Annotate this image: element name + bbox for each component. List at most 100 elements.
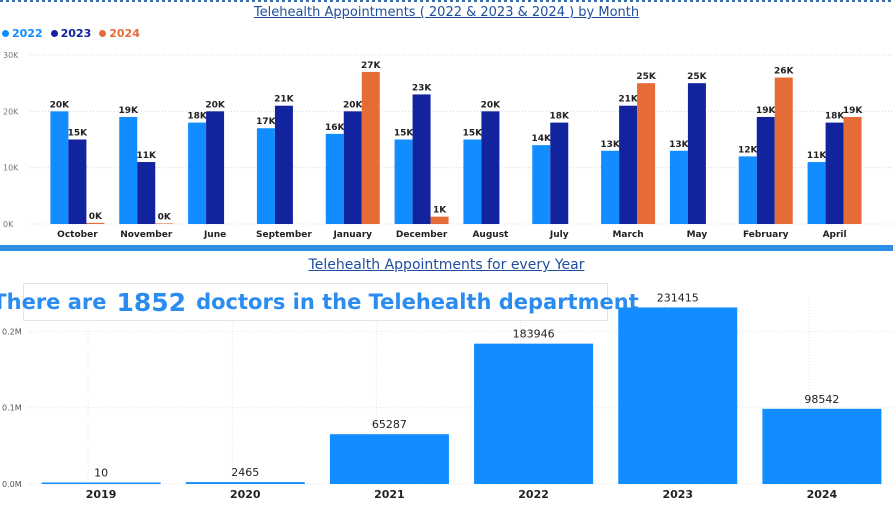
x-tick-label: February bbox=[743, 230, 789, 240]
bar-2023 bbox=[206, 111, 225, 224]
data-label: 20K bbox=[50, 100, 71, 110]
bar-2024 bbox=[155, 223, 174, 224]
bar-2024 bbox=[86, 222, 105, 224]
bar-2022 bbox=[394, 139, 413, 224]
legend-dot-icon bbox=[99, 30, 107, 37]
x-tick-label: 2022 bbox=[518, 488, 549, 501]
x-tick-label: 2020 bbox=[230, 488, 261, 501]
bar-2023 bbox=[68, 139, 87, 224]
data-label: 23K bbox=[412, 83, 433, 93]
data-label: 231415 bbox=[657, 291, 699, 304]
y-tick-label: 0.2M bbox=[2, 327, 22, 336]
bar-2022 bbox=[738, 156, 757, 224]
data-label: 20K bbox=[205, 100, 226, 110]
bar-2022 bbox=[807, 162, 826, 224]
bar bbox=[41, 482, 161, 484]
data-label: 19K bbox=[756, 106, 777, 116]
bar-2024 bbox=[774, 77, 793, 225]
legend-label: 2022 bbox=[12, 27, 43, 40]
doctor-count: 1852 bbox=[116, 287, 187, 317]
data-label: 16K bbox=[325, 123, 346, 133]
legend-item-2024[interactable]: 2024 bbox=[99, 27, 140, 40]
yearly-chart-title: Telehealth Appointments for every Year bbox=[308, 257, 585, 273]
x-tick-label: December bbox=[396, 230, 448, 240]
x-tick-label: September bbox=[256, 230, 312, 240]
x-tick-label: June bbox=[203, 230, 226, 240]
bar-2023 bbox=[619, 105, 638, 224]
data-label: 19K bbox=[843, 106, 864, 116]
x-tick-label: March bbox=[612, 230, 643, 240]
x-tick-label: 2021 bbox=[374, 488, 405, 501]
bar-2022 bbox=[463, 139, 482, 224]
bar-2022 bbox=[601, 150, 620, 224]
bar-2022 bbox=[325, 133, 344, 224]
data-label: 21K bbox=[274, 95, 295, 105]
bar-2023 bbox=[825, 122, 844, 224]
data-label: 13K bbox=[669, 140, 690, 150]
data-label: 21K bbox=[618, 95, 639, 105]
data-label: 25K bbox=[687, 72, 708, 82]
data-label: 25K bbox=[636, 72, 657, 82]
bar bbox=[762, 408, 882, 484]
bar-2024 bbox=[430, 216, 449, 224]
x-tick-label: October bbox=[57, 230, 98, 240]
data-label: 1K bbox=[433, 206, 447, 216]
legend: 2022 2023 2024 bbox=[2, 27, 140, 40]
data-label: 15K bbox=[463, 129, 484, 139]
bar-2022 bbox=[532, 145, 551, 224]
y-tick-label: 0.0M bbox=[2, 480, 22, 489]
data-label: 19K bbox=[119, 106, 140, 116]
bar bbox=[185, 482, 305, 484]
bar-2023 bbox=[481, 111, 500, 224]
bar-2022 bbox=[669, 150, 688, 224]
banner-suffix: doctors in the Telehealth department bbox=[196, 290, 639, 314]
x-tick-label: August bbox=[472, 230, 509, 240]
monthly-chart-title: Telehealth Appointments ( 2022 & 2023 & … bbox=[253, 5, 640, 20]
x-tick-label: 2024 bbox=[807, 488, 838, 501]
data-label: 65287 bbox=[372, 418, 407, 431]
y-tick-label: 30K bbox=[3, 51, 19, 60]
bar-2023 bbox=[343, 111, 362, 224]
data-label: 183946 bbox=[513, 328, 555, 341]
data-label: 20K bbox=[481, 100, 502, 110]
data-label: 11K bbox=[137, 151, 158, 161]
legend-dot-icon bbox=[50, 30, 58, 37]
bar-2022 bbox=[188, 122, 207, 224]
y-tick-label: 20K bbox=[3, 107, 19, 116]
y-tick-label: 0K bbox=[3, 220, 14, 229]
bar bbox=[474, 343, 594, 484]
x-tick-label: January bbox=[332, 230, 372, 240]
data-label: 27K bbox=[361, 61, 382, 71]
bar-2024 bbox=[637, 83, 656, 224]
yearly-bar-chart: 0.0M 0.1M 0.2M 10 2019 2465 2020 65287 2021 18394… bbox=[2, 291, 893, 501]
data-label: 13K bbox=[600, 140, 621, 150]
bar-2023 bbox=[274, 105, 293, 224]
data-label: 0K bbox=[89, 212, 103, 222]
bar bbox=[329, 434, 449, 484]
legend-item-2022[interactable]: 2022 bbox=[2, 27, 43, 40]
data-label: 2465 bbox=[231, 466, 259, 479]
bar-2022 bbox=[50, 111, 69, 224]
x-tick-label: July bbox=[549, 230, 569, 240]
bar-2023 bbox=[137, 162, 156, 224]
banner-prefix: There are bbox=[0, 290, 107, 314]
bar-2023 bbox=[756, 116, 775, 224]
data-label: 18K bbox=[550, 112, 571, 122]
legend-item-2023[interactable]: 2023 bbox=[50, 27, 91, 40]
data-label: 15K bbox=[68, 129, 89, 139]
data-label: 17K bbox=[256, 117, 277, 127]
bar bbox=[618, 307, 738, 484]
monthly-bar-chart: 0K 10K 20K 30K 20K 15K 0K October 19K 11K 0K Novemb… bbox=[3, 51, 893, 240]
bar-2023 bbox=[412, 94, 431, 224]
legend-label: 2024 bbox=[109, 27, 140, 40]
y-tick-label: 10K bbox=[3, 164, 19, 173]
data-label: 10 bbox=[94, 467, 108, 480]
bar-2024 bbox=[843, 116, 862, 224]
data-label: 11K bbox=[807, 151, 828, 161]
data-label: 14K bbox=[532, 134, 553, 144]
doctor-count-banner: There are 1852 doctors in the Telehealth… bbox=[0, 283, 639, 321]
section-divider bbox=[0, 245, 893, 251]
top-border bbox=[0, 0, 893, 2]
data-label: 18K bbox=[187, 112, 208, 122]
bar-2023 bbox=[550, 122, 569, 224]
